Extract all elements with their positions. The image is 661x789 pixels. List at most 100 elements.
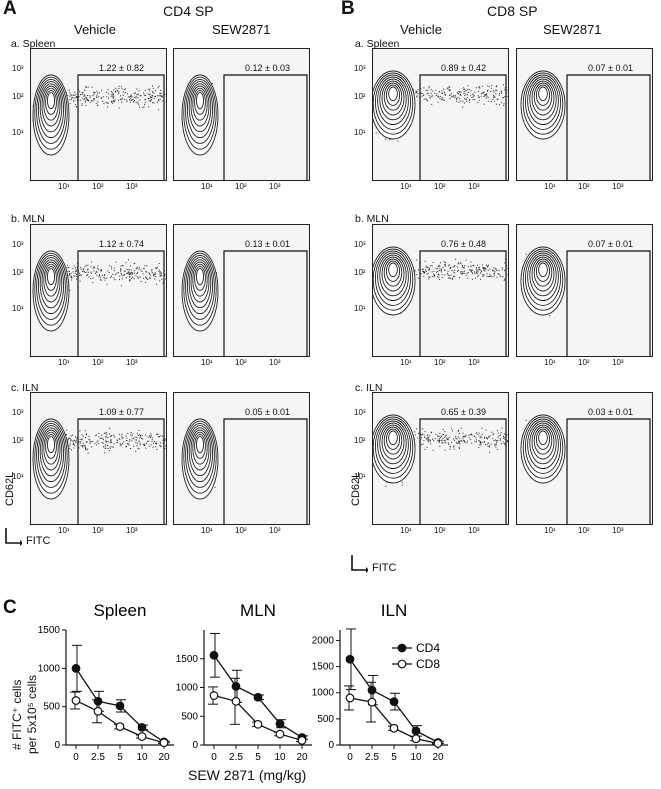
chart-title: MLN: [240, 601, 276, 620]
gate-value: 0.65 ± 0.39: [441, 407, 486, 417]
contour-line: [529, 78, 557, 121]
flow-y-tick: 10³: [354, 408, 366, 417]
contour-line: [45, 265, 57, 291]
flow-plot-b-spleen-vehicle: [372, 48, 509, 181]
data-point-cd8: [71, 696, 81, 705]
contour-line: [388, 86, 398, 102]
contour-line: [374, 74, 412, 130]
data-point-cd8: [389, 723, 399, 733]
gate-value: 0.89 ± 0.42: [441, 63, 486, 73]
flow-x-tick: 10²: [235, 182, 247, 191]
contour-line: [527, 420, 559, 470]
flow-x-tick: 10³: [468, 526, 480, 535]
gate-value: 0.76 ± 0.48: [441, 239, 486, 249]
contour-line: [188, 259, 212, 309]
c-ylabel-wrap: # FITC⁺ cells per 5x10⁵ cells: [10, 640, 39, 754]
flow-plot-a-iln-sew2871: [173, 392, 310, 525]
gate-value: 0.03 ± 0.01: [588, 407, 633, 417]
contour-line: [37, 81, 65, 139]
flow-plot-a-spleen-vehicle: [30, 48, 167, 181]
flow-y-tick: 10¹: [12, 304, 24, 313]
contour-line: [373, 416, 414, 479]
contour-line: [46, 436, 56, 454]
y-tick-label: 1500: [38, 625, 61, 636]
contour-line: [41, 85, 61, 127]
flow-x-tick: 10¹: [201, 358, 213, 367]
flow-y-tick: 10³: [12, 240, 24, 249]
flow-x-tick: 10¹: [58, 526, 70, 535]
data-point-cd8: [209, 691, 219, 700]
contour-line: [195, 268, 205, 286]
contour-line: [192, 87, 208, 121]
contour-line: [385, 428, 401, 450]
x-tick-label: 10: [410, 752, 422, 763]
contour-line: [373, 72, 414, 135]
flow-y-tick: 10¹: [354, 304, 366, 313]
contour-line: [195, 92, 205, 110]
x-tick-label: 0: [347, 752, 353, 763]
y-tick-label: 1000: [312, 688, 335, 699]
flow-plot-a-mln-vehicle: [30, 224, 167, 357]
x-tick-label: 10: [274, 752, 286, 763]
flow-x-tick: 10²: [92, 182, 104, 191]
contour-line: [188, 83, 212, 133]
contour-line: [533, 258, 553, 287]
flow-x-tick: 10¹: [400, 182, 412, 191]
contour-line: [39, 259, 63, 309]
contour-line: [527, 76, 559, 126]
data-point-cd8: [275, 729, 285, 739]
contour-line: [538, 262, 548, 278]
chart-title: ILN: [381, 601, 407, 620]
contour-line: [377, 76, 409, 126]
contour-line: [531, 424, 555, 460]
y-tick-label: 500: [43, 702, 60, 713]
contour-line: [194, 89, 206, 115]
flow-plot-b-spleen-sew2871: [516, 48, 653, 181]
flow-x-tick: 10²: [434, 182, 446, 191]
data-point-cd4: [345, 654, 355, 664]
panel-a-title: CD4 SP: [163, 3, 214, 19]
contour-line: [185, 254, 215, 320]
contour-line: [377, 420, 409, 470]
contour-line: [190, 85, 210, 127]
contour-line: [37, 425, 65, 483]
contour-line: [34, 76, 68, 150]
gate-rect: [223, 418, 308, 524]
flow-x-tick: 10²: [235, 526, 247, 535]
flow-x-tick: 10³: [612, 526, 624, 535]
contour-line: [41, 429, 61, 471]
contour-line: [538, 86, 548, 102]
contour-line: [46, 92, 56, 110]
gate-rect: [77, 74, 165, 180]
contour-line: [388, 262, 398, 278]
contour-line: [192, 431, 208, 465]
contour-line: [194, 265, 206, 291]
x-tick-label: 2.5: [229, 752, 243, 763]
chart-title: Spleen: [94, 601, 147, 620]
axis-corner-arrow-b: [351, 555, 368, 573]
contour-line: [385, 260, 401, 282]
legend-marker-cd8: [397, 659, 407, 669]
flow-y-tick: 10²: [354, 268, 366, 277]
flow-x-tick: 10²: [434, 358, 446, 367]
y-tick-label: 0: [328, 740, 334, 751]
contour-line: [385, 84, 401, 106]
panel-letter-b: B: [341, 0, 355, 19]
row-label-b-iln: c. ILN: [355, 382, 383, 394]
data-point-cd4: [93, 696, 103, 706]
flow-x-tick: 10²: [92, 358, 104, 367]
contour-line: [36, 78, 66, 144]
row-label-b-spleen: a. Spleen: [355, 38, 400, 50]
panel-b-title: CD8 SP: [487, 3, 538, 19]
flow-x-tick: 10³: [612, 358, 624, 367]
flow-y-tick: 10³: [354, 240, 366, 249]
data-point-cd4: [411, 726, 421, 736]
y-tick-label: 1500: [312, 662, 335, 673]
flow-plot-b-iln-vehicle: [372, 392, 509, 525]
gate-rect: [223, 74, 308, 180]
contour-line: [381, 80, 405, 116]
y-tick-label: 1500: [176, 654, 199, 665]
contour-line: [373, 248, 414, 311]
flow-plot-a-mln-sew2871: [173, 224, 310, 357]
